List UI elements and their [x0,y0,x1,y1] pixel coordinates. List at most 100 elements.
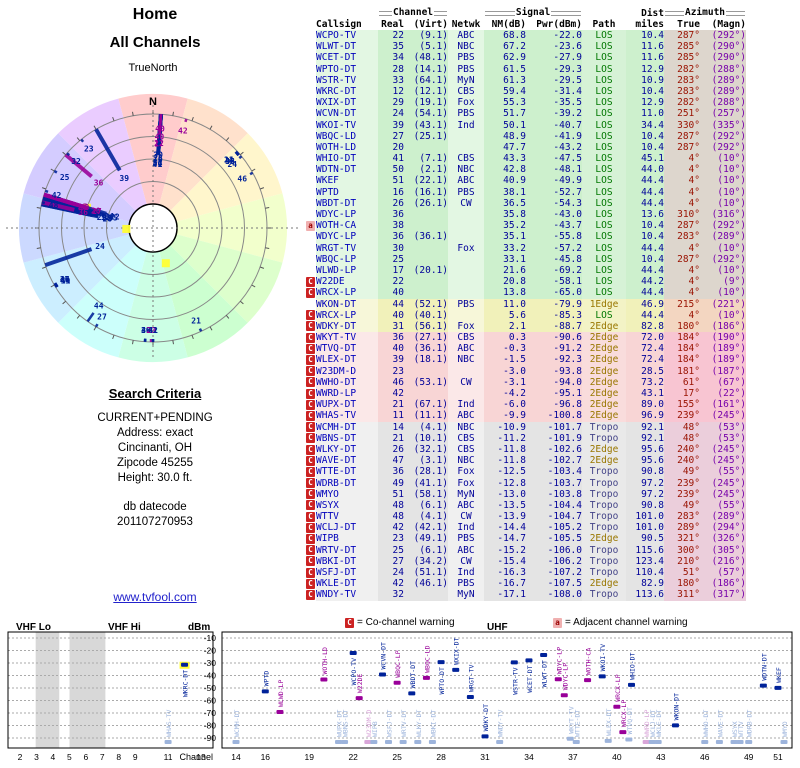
callsign-cell[interactable]: WCPO-TV [316,30,378,42]
callsign-cell[interactable]: WKON-DT [316,298,378,310]
warning-marker-cell: C [306,544,316,556]
pa-cell: LOS [582,175,626,187]
table-group-header: Channel Signal Dist Azimuth [306,8,746,19]
table-row: WHIO-DT 41 (7.1) CBS 43.3 -47.5 LOS 45.1 4° (10°) [306,153,746,165]
callsign-cell[interactable]: WLWD-LP [316,264,378,277]
callsign-cell[interactable]: WKYT-TV [316,332,378,344]
callsign-cell[interactable]: WOTH-CA [316,220,378,232]
table-row: C WCMH-DT 14 (4.1) NBC -10.9 -101.7 Tropo 92.1 48… [306,421,746,433]
group-dist: Dist [641,8,664,19]
callsign-cell[interactable]: WSFJ-DT [316,567,378,579]
callsign-cell[interactable]: WOTH-LD [316,141,378,154]
callsign-cell[interactable]: WDTN-DT [316,164,378,176]
vi-cell [404,365,448,377]
table-row: WDYC-LP 36 35.8 -43.0 LOS 13.6 310° (316°) [306,209,746,221]
callsign-cell[interactable]: W23DM-D [316,365,378,377]
tvfool-link-text[interactable]: www.tvfool.com [113,590,197,604]
channel-tick: 6 [83,752,88,762]
callsign-cell[interactable]: WHAS-TV [316,410,378,422]
callsign-cell[interactable]: WBQC-LD [316,130,378,142]
ne-cell [448,388,484,400]
table-body: WCPO-TV 22 (9.1) ABC 68.8 -22.0 LOS 10.4 287° (29… [306,30,746,601]
callsign-cell[interactable]: WBKI-DT [316,555,378,567]
station-callsign-label: WRGT-TV [467,665,475,692]
nm-cell: -1.5 [484,354,526,366]
station-callsign-label: WLKY-DT [415,710,423,737]
mg-cell: (245°) [700,443,746,456]
callsign-cell[interactable]: WWHO-DT [316,376,378,388]
callsign-cell[interactable]: WNDY-TV [316,589,378,601]
re-cell: 44 [378,298,404,310]
callsign-cell[interactable]: WKLE-DT [316,578,378,590]
mg-cell: (326°) [700,533,746,545]
tr-cell: 51° [664,567,700,579]
re-cell: 48 [378,511,404,523]
callsign-cell[interactable]: WRTV-DT [316,544,378,556]
pw-cell: -103.7 [526,477,582,489]
callsign-cell[interactable]: WBDT-DT [316,197,378,209]
station-marker-group: WAVE-DT [715,710,724,744]
pa-cell: 2Edge [582,343,626,355]
callsign-cell[interactable]: WCET-DT [316,52,378,64]
callsign-cell[interactable]: WDYC-LP [316,209,378,221]
callsign-cell[interactable]: WCMH-DT [316,421,378,433]
mi-cell: 90.8 [626,466,664,478]
pa-cell: LOS [582,220,626,232]
nm-cell: 35.8 [484,209,526,221]
co-channel-warning-marker: C [306,388,315,399]
channel-tick: 11 [164,752,173,762]
callsign-cell[interactable]: WLWT-DT [316,41,378,53]
mg-cell: (290°) [700,41,746,53]
callsign-cell[interactable]: WLEX-DT [316,354,378,366]
station-callsign-label: WBQC-LD [423,645,431,672]
ne-cell: ABC [448,343,484,355]
marker-cell [306,63,316,75]
callsign-cell[interactable]: WXIX-DT [316,97,378,109]
callsign-cell[interactable]: WKEF [316,175,378,187]
ne-cell: ABC [448,30,484,42]
callsign-cell[interactable]: WHIO-DT [316,153,378,165]
callsign-cell[interactable]: WPTD [316,186,378,198]
re-cell: 33 [378,74,404,86]
callsign-cell[interactable]: WDRB-DT [316,477,378,489]
tvfool-link[interactable]: www.tvfool.com [0,590,310,604]
callsign-cell[interactable]: WLKY-DT [316,443,378,456]
callsign-cell[interactable]: WAVE-DT [316,455,378,467]
callsign-cell[interactable]: WPTO-DT [316,63,378,75]
callsign-cell[interactable]: WSYX [316,499,378,512]
callsign-cell[interactable]: WDKY-DT [316,320,378,333]
callsign-cell[interactable]: WIPB [316,533,378,545]
callsign-cell[interactable]: WTTV [316,511,378,523]
callsign-cell[interactable]: WKRC-DT [316,85,378,98]
pw-cell: -107.5 [526,578,582,590]
station-marker-group: WNDY-TV [496,710,505,744]
pa-cell: 2Edge [582,578,626,590]
callsign-cell[interactable]: WDYC-LP [316,231,378,243]
re-cell: 14 [378,421,404,433]
ne-cell: NBC [448,421,484,433]
callsign-cell[interactable]: WMYO [316,488,378,500]
callsign-cell[interactable]: W22DE [316,276,378,288]
ne-cell [448,253,484,265]
station-marker-group: WKRC-DT [179,661,190,697]
callsign-cell[interactable]: WCLJ-DT [316,522,378,534]
callsign-cell[interactable]: WKOI-TV [316,119,378,131]
callsign-cell[interactable]: WSTR-TV [316,74,378,86]
pw-cell: -105.5 [526,533,582,545]
table-row: C WUPX-DT 21 (67.1) Ind -6.0 -96.8 2Edge 89.0 155… [306,399,746,411]
callsign-cell[interactable]: WTTE-DT [316,466,378,478]
callsign-cell[interactable]: WRGT-TV [316,242,378,254]
callsign-cell[interactable]: WUPX-DT [316,399,378,411]
callsign-cell[interactable]: WBNS-DT [316,432,378,444]
callsign-cell[interactable]: WBQC-LP [316,253,378,265]
table-row: WKON-DT 44 (52.1) PBS 11.0 -79.9 1Edge 46.9 215°… [306,298,746,310]
callsign-cell[interactable]: WTVQ-DT [316,343,378,355]
re-cell: 26 [378,443,404,456]
callsign-cell[interactable]: WCVN-DT [316,108,378,120]
nm-cell: 36.5 [484,197,526,209]
station-callsign-label: WMYO [781,721,789,737]
callsign-cell[interactable]: WRCX-LP [316,287,378,299]
callsign-cell[interactable]: WRCX-LP [316,309,378,321]
callsign-cell[interactable]: WWRD-LP [316,388,378,400]
nm-cell: -13.5 [484,499,526,512]
